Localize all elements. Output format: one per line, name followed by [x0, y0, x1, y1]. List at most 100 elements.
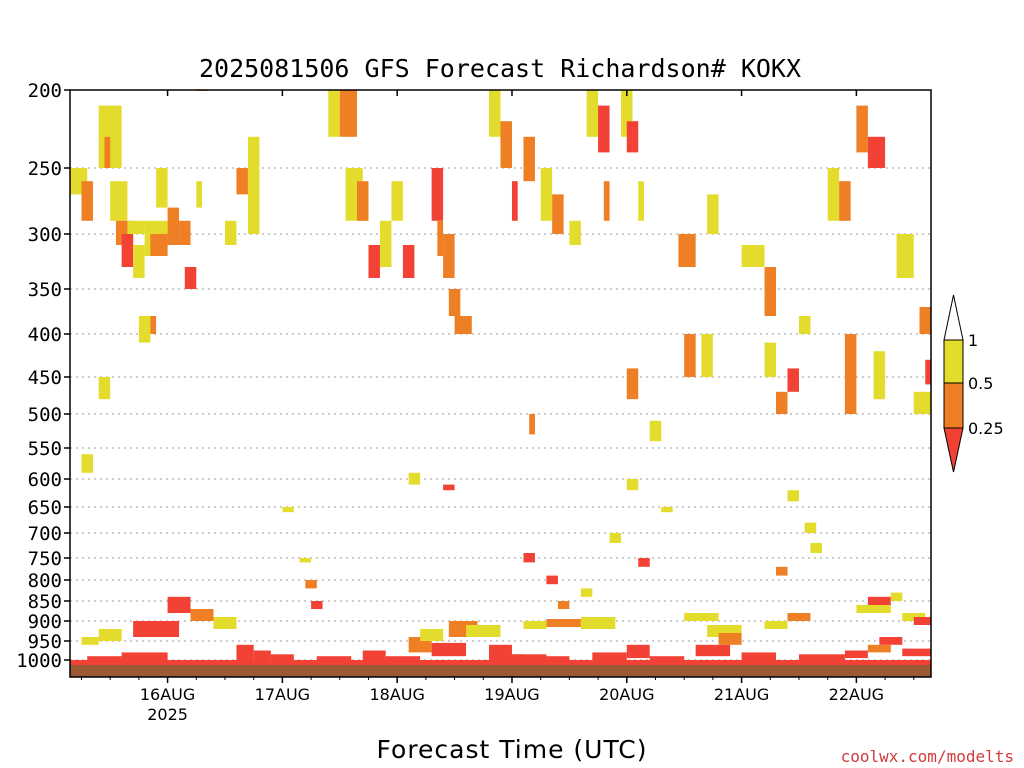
ri-cell: [81, 454, 93, 473]
ri-cell: [511, 181, 518, 221]
ri-cell: [316, 656, 352, 661]
y-tick-label-900: 900: [28, 611, 62, 633]
y-tick-label-1000: 1000: [16, 650, 62, 672]
x-tick-label-21AUG: 21AUG: [714, 685, 769, 704]
ri-cell: [626, 644, 650, 659]
legend-swatch-1: [943, 294, 964, 341]
ri-cell: [546, 656, 570, 661]
y-tick-label-950: 950: [28, 631, 62, 653]
ri-cell: [305, 580, 317, 589]
y-tick-label-250: 250: [28, 158, 62, 180]
ri-cell: [902, 648, 931, 657]
ri-cell: [621, 90, 633, 137]
ri-cell: [925, 359, 931, 385]
ri-cell: [540, 168, 553, 221]
ri-cell: [804, 522, 817, 533]
ri-cell: [787, 368, 799, 392]
ri-cell: [104, 136, 111, 168]
legend-swatch-2: [943, 382, 964, 429]
ri-cell: [798, 316, 811, 334]
ri-cell: [890, 592, 903, 601]
ri-cell: [856, 105, 868, 153]
ri-cell: [379, 220, 392, 267]
ri-cell: [603, 181, 610, 221]
ri-cell: [546, 619, 581, 627]
ground-strip: [70, 665, 931, 677]
ri-cell: [511, 654, 547, 661]
ri-cell: [684, 334, 696, 377]
ri-cell: [150, 316, 157, 334]
ri-cell: [357, 181, 369, 221]
ri-cell: [580, 588, 593, 597]
ri-cell: [523, 553, 535, 563]
ri-cell: [362, 650, 386, 661]
x-tick-label-17AUG: 17AUG: [255, 685, 310, 704]
ri-cell: [787, 490, 799, 502]
y-axis-tick-labels: 200 250 300 350 400 450 500 550 600 650 700 7508008…: [16, 80, 70, 672]
ri-cell: [586, 90, 599, 137]
ri-cell: [270, 654, 294, 661]
x-axis-label: Forecast Time (UTC): [377, 735, 648, 764]
y-tick-label-550: 550: [28, 438, 62, 460]
ri-cell: [127, 220, 145, 234]
ri-cell: [844, 650, 868, 659]
legend-label-0.5: 0.5: [968, 374, 993, 393]
ri-cell: [437, 220, 444, 256]
y-tick-label-400: 400: [28, 324, 62, 346]
ri-cell: [638, 558, 650, 567]
ri-cell: [523, 136, 535, 182]
ri-cell: [598, 105, 610, 153]
ri-cell: [253, 650, 271, 660]
source-credit: coolwx.com/modelts: [841, 747, 1014, 766]
ri-cell: [489, 644, 512, 657]
y-tick-label-450: 450: [28, 367, 62, 389]
ri-cell: [896, 234, 914, 278]
ri-cell: [466, 625, 501, 637]
ri-cell: [420, 629, 444, 641]
y-tick-label-500: 500: [28, 404, 62, 426]
ri-cell: [431, 642, 467, 657]
ri-cell: [167, 207, 180, 245]
ri-cell: [236, 644, 254, 661]
ri-cell: [913, 391, 931, 414]
ri-cell: [500, 121, 512, 168]
ri-cell: [110, 181, 128, 221]
ri-cell: [764, 621, 788, 629]
ri-cell: [557, 601, 570, 609]
ri-cell: [70, 660, 931, 667]
ri-cell: [179, 220, 191, 245]
x-tick-label-22AUG: 22AUG: [829, 685, 884, 704]
ri-cell: [764, 267, 777, 316]
ri-cell: [454, 316, 472, 334]
ri-cell: [592, 652, 627, 661]
ri-cell: [402, 245, 415, 278]
ri-cell: [98, 377, 111, 400]
ri-cell: [385, 656, 421, 661]
ri-cell: [196, 181, 203, 208]
ri-cell: [81, 181, 93, 221]
legend-label-0.25: 0.25: [968, 419, 1004, 438]
ri-cell: [224, 220, 237, 245]
ri-cell: [776, 566, 788, 576]
y-tick-label-600: 600: [28, 469, 62, 491]
ri-cell: [867, 644, 891, 653]
ri-cell: [626, 121, 639, 153]
ri-cell: [609, 533, 622, 543]
ri-cell: [649, 656, 685, 661]
y-tick-label-700: 700: [28, 523, 62, 545]
ri-cell: [787, 613, 811, 621]
ri-cell: [718, 633, 742, 645]
ri-cell: [87, 656, 122, 661]
ri-cell: [167, 596, 191, 613]
ri-cell: [626, 479, 639, 491]
ri-cell: [741, 652, 777, 661]
ri-cell: [867, 136, 886, 168]
ri-cell: [81, 637, 99, 645]
ri-cell: [133, 621, 180, 637]
ri-cell: [448, 289, 461, 316]
ri-cell: [368, 245, 380, 278]
legend-label-1: 1: [968, 331, 978, 350]
ri-cell: [138, 316, 151, 343]
x-tick-sublabel-2025: 2025: [147, 705, 188, 724]
